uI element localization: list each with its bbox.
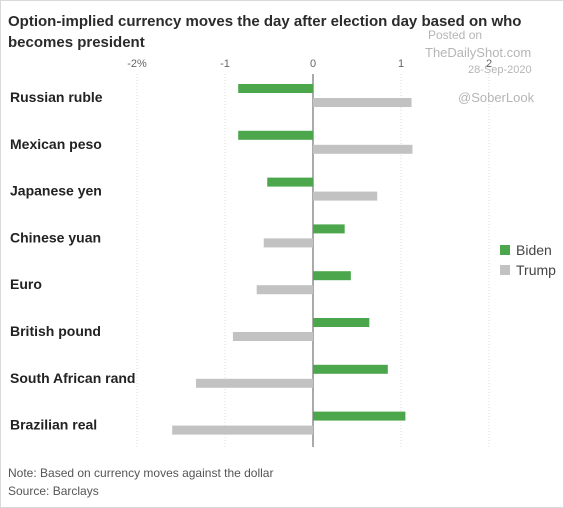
legend: Biden Trump xyxy=(500,240,556,280)
category-label: British pound xyxy=(10,323,101,339)
footnote-note: Note: Based on currency moves against th… xyxy=(8,466,274,480)
chart-title: Option-implied currency moves the day af… xyxy=(8,13,522,51)
watermark-date: 28-Sep-2020 xyxy=(468,64,532,76)
category-label: Chinese yuan xyxy=(10,229,101,245)
bar-trump-3 xyxy=(263,238,313,248)
legend-label-biden: Biden xyxy=(516,242,552,258)
watermark-handle: @SoberLook xyxy=(458,90,535,105)
bar-trump-5 xyxy=(232,332,313,341)
bar-trump-6 xyxy=(195,378,313,388)
bar-biden-4 xyxy=(313,271,351,281)
bar-biden-6 xyxy=(313,364,388,374)
category-label: South African rand xyxy=(10,370,136,386)
footnote: Note: Based on currency moves against th… xyxy=(8,464,273,500)
tick-label-3: 1 xyxy=(398,58,404,70)
legend-item-biden: Biden xyxy=(500,240,556,260)
category-label: Russian ruble xyxy=(10,89,103,105)
tick-label-4: 2 xyxy=(486,58,492,70)
bar-trump-0 xyxy=(313,98,412,107)
bar-biden-5 xyxy=(313,318,370,327)
category-label: Euro xyxy=(10,276,42,292)
tick-label-1: -1 xyxy=(220,58,230,70)
watermark-site: TheDailyShot.com xyxy=(425,45,532,60)
bar-trump-7 xyxy=(172,425,313,435)
bar-biden-0 xyxy=(238,84,313,93)
bar-biden-3 xyxy=(313,224,345,234)
bar-biden-7 xyxy=(313,411,406,421)
footnote-source: Source: Barclays xyxy=(8,484,99,498)
watermark-posted: Posted on xyxy=(428,28,483,42)
tick-label-0: -2% xyxy=(127,58,147,70)
legend-item-trump: Trump xyxy=(500,260,556,280)
bar-biden-1 xyxy=(238,130,313,140)
legend-label-trump: Trump xyxy=(516,262,556,278)
bar-trump-2 xyxy=(313,191,378,201)
tick-label-2: 0 xyxy=(310,58,316,70)
category-label: Japanese yen xyxy=(10,183,102,199)
legend-swatch-trump xyxy=(500,265,510,275)
category-label: Brazilian real xyxy=(10,417,97,433)
legend-swatch-biden xyxy=(500,245,510,255)
bar-biden-2 xyxy=(267,177,313,187)
bar-trump-4 xyxy=(256,285,313,295)
category-label: Mexican peso xyxy=(10,136,102,152)
bar-trump-1 xyxy=(313,144,413,154)
